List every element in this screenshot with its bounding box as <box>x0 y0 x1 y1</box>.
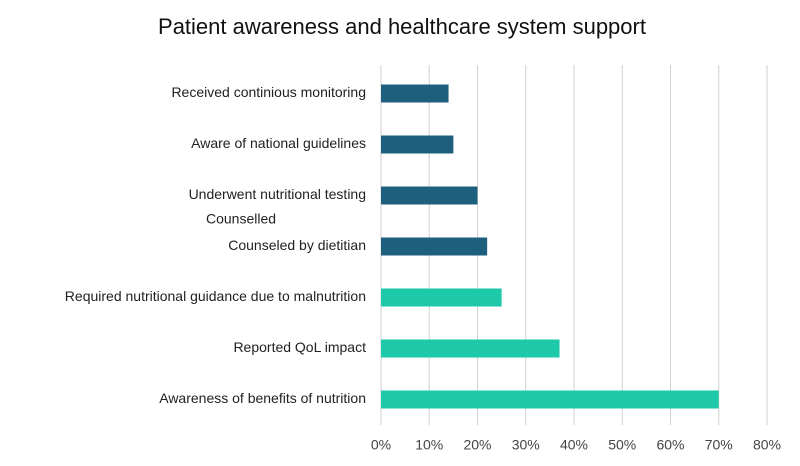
bar <box>381 390 719 409</box>
chart-title: Patient awareness and healthcare system … <box>158 14 646 39</box>
x-tick-label: 70% <box>705 437 733 453</box>
y-tick-label: Reported QoL impact <box>233 339 366 355</box>
y-tick-label: Received continious monitoring <box>171 84 366 100</box>
bar <box>381 84 449 103</box>
x-tick-label: 50% <box>608 437 636 453</box>
x-tick-label: 40% <box>560 437 588 453</box>
bar <box>381 186 478 205</box>
bar <box>381 339 560 358</box>
y-tick-label: Counseled by dietitian <box>228 237 366 253</box>
x-tick-label: 30% <box>512 437 540 453</box>
annotation: Counselled <box>206 211 276 227</box>
y-tick-label: Underwent nutritional testing <box>189 186 366 202</box>
x-tick-label: 10% <box>415 437 443 453</box>
y-tick-label: Awareness of benefits of nutrition <box>159 390 366 406</box>
x-tick-label: 20% <box>463 437 491 453</box>
bar <box>381 288 502 307</box>
x-tick-label: 80% <box>753 437 781 453</box>
bar <box>381 135 454 154</box>
y-tick-label: Required nutritional guidance due to mal… <box>65 288 366 304</box>
x-tick-label: 0% <box>371 437 391 453</box>
bar <box>381 237 488 256</box>
y-tick-label: Aware of national guidelines <box>191 135 366 151</box>
x-tick-label: 60% <box>656 437 684 453</box>
